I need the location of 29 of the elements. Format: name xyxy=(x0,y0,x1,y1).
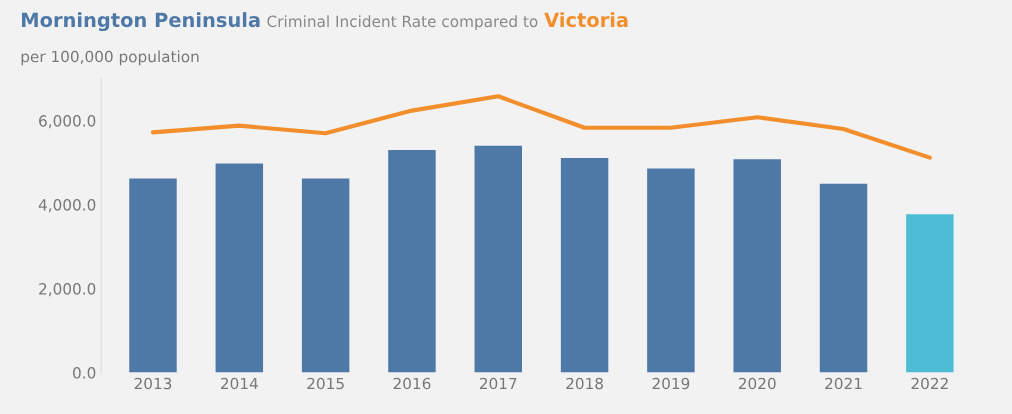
bar xyxy=(388,150,436,373)
x-tick-label: 2017 xyxy=(479,377,517,390)
x-tick-label: 2015 xyxy=(307,377,344,390)
x-tick-label: 2014 xyxy=(220,377,258,390)
bar xyxy=(647,168,695,373)
bar xyxy=(129,178,177,373)
bar xyxy=(906,214,954,373)
x-tick-label: 2018 xyxy=(566,377,603,390)
y-tick-label: 2,000.0 xyxy=(39,283,96,297)
x-tick-label: 2022 xyxy=(911,377,948,390)
bar xyxy=(215,163,264,373)
y-tick-label: 4,000.0 xyxy=(38,199,96,213)
x-tick-label: 2016 xyxy=(393,377,431,390)
text: Mornington Peninsula xyxy=(22,12,260,32)
line-series xyxy=(150,94,932,160)
y-tick-label: 0.0 xyxy=(73,367,96,379)
bar xyxy=(819,183,868,373)
bar xyxy=(733,159,781,373)
text: Victoria xyxy=(544,12,628,28)
x-tick-label: 2019 xyxy=(652,377,690,390)
chart-title: Criminal Incident Rate compared to xyxy=(267,15,538,31)
y-tick-label: 6,000.0 xyxy=(39,115,96,129)
bar xyxy=(560,158,609,373)
chart-subtitle: per 100,000 population xyxy=(21,50,199,66)
x-tick-label: 2013 xyxy=(134,377,172,390)
x-tick-label: 2020 xyxy=(738,377,776,390)
x-tick-label: 2021 xyxy=(825,377,862,390)
bar xyxy=(474,145,522,373)
bar xyxy=(301,178,350,373)
